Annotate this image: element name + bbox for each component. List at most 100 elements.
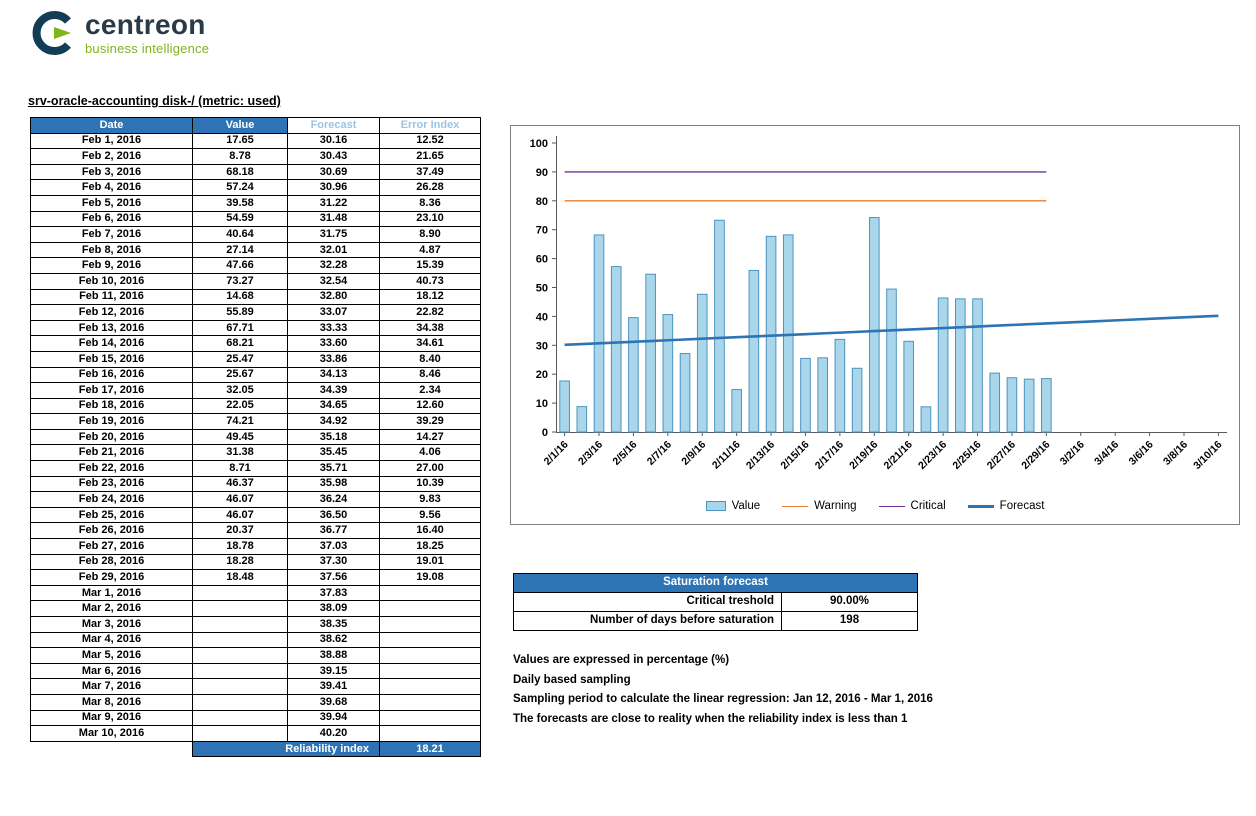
legend-label-warning: Warning [814, 500, 857, 512]
brand-name: centreon [85, 9, 206, 40]
value-cell: 46.07 [192, 506, 288, 524]
value-cell [192, 693, 288, 711]
forecast-cell: 32.01 [287, 241, 380, 259]
date-cell: Feb 17, 2016 [30, 382, 193, 399]
forecast-cell: 31.22 [287, 194, 380, 212]
value-cell: 40.64 [192, 226, 288, 243]
forecast-cell: 39.94 [287, 709, 380, 727]
svg-text:2/15/16: 2/15/16 [778, 439, 811, 472]
forecast-cell: 36.50 [287, 506, 380, 524]
error-index-cell [379, 647, 481, 664]
brand-tagline: business intelligence [85, 41, 210, 56]
date-cell: Mar 5, 2016 [30, 647, 193, 664]
error-index-cell: 4.06 [379, 444, 481, 462]
value-cell [192, 600, 288, 617]
error-index-cell: 23.10 [379, 210, 481, 228]
svg-text:3/4/16: 3/4/16 [1092, 439, 1121, 468]
value-cell: 47.66 [192, 257, 288, 274]
chart-canvas: 0 10 20 30 40 50 60 70 80 90 100 2/1/16 2/3/16 2/5/16… [530, 136, 1227, 472]
date-cell: Feb 29, 2016 [30, 569, 193, 586]
table-row: Feb 9, 2016 47.66 32.28 15.39 [30, 257, 481, 274]
note-line: Sampling period to calculate the linear … [513, 693, 933, 705]
legend-label-forecast: Forecast [999, 500, 1045, 512]
date-cell: Feb 18, 2016 [30, 397, 193, 415]
error-index-cell: 12.60 [379, 397, 481, 415]
date-cell: Mar 4, 2016 [30, 631, 193, 649]
forecast-cell: 34.13 [287, 366, 380, 384]
saturation-row-days-before: Number of days before saturation 198 [513, 611, 918, 631]
forecast-cell: 32.28 [287, 257, 380, 274]
date-cell: Feb 13, 2016 [30, 319, 193, 337]
forecast-cell: 36.77 [287, 522, 380, 540]
forecast-cell: 38.09 [287, 600, 380, 617]
value-cell: 73.27 [192, 272, 288, 290]
error-index-cell: 10.39 [379, 475, 481, 493]
date-cell: Feb 8, 2016 [30, 241, 193, 259]
value-cell: 18.28 [192, 553, 288, 571]
col-header-value: Value [192, 117, 288, 134]
error-index-cell: 16.40 [379, 522, 481, 540]
table-row: Feb 5, 2016 39.58 31.22 8.36 [30, 194, 481, 212]
value-cell: 39.58 [192, 194, 288, 212]
value-swatch [705, 501, 726, 511]
error-index-cell: 37.49 [379, 163, 481, 181]
legend-label-value: Value [731, 500, 761, 512]
value-cell [192, 678, 288, 695]
date-cell: Feb 15, 2016 [30, 350, 193, 368]
col-header-date: Date [30, 117, 193, 134]
table-row: Mar 8, 2016 39.68 [30, 693, 481, 711]
value-cell [192, 709, 288, 727]
value-cell: 25.47 [192, 350, 288, 368]
table-row: Mar 6, 2016 39.15 [30, 662, 481, 680]
error-index-cell [379, 693, 481, 711]
col-header-error-index: Error Index [379, 117, 481, 134]
error-index-cell [379, 662, 481, 680]
forecast-cell: 33.33 [287, 319, 380, 337]
forecast-cell: 33.60 [287, 335, 380, 352]
days-before-saturation-value: 198 [781, 611, 918, 631]
saturation-forecast-table: Saturation forecast Critical treshold 90… [513, 573, 918, 631]
svg-text:50: 50 [536, 283, 548, 295]
svg-text:2/1/16: 2/1/16 [542, 439, 571, 468]
date-cell: Feb 12, 2016 [30, 304, 193, 321]
table-row: Feb 4, 2016 57.24 30.96 26.28 [30, 179, 481, 196]
date-cell: Feb 11, 2016 [30, 288, 193, 306]
error-index-cell: 18.12 [379, 288, 481, 306]
table-row: Mar 4, 2016 38.62 [30, 631, 481, 649]
error-index-cell [379, 616, 481, 633]
forecast-cell: 31.48 [287, 210, 380, 228]
table-row: Feb 19, 2016 74.21 34.92 39.29 [30, 413, 481, 430]
forecast-cell: 31.75 [287, 226, 380, 243]
svg-text:100: 100 [530, 138, 548, 150]
date-cell: Mar 6, 2016 [30, 662, 193, 680]
error-index-cell [379, 709, 481, 727]
date-cell: Feb 14, 2016 [30, 335, 193, 352]
footer-spacer-cell [30, 741, 193, 757]
forecast-cell: 37.30 [287, 553, 380, 571]
error-index-cell: 27.00 [379, 460, 481, 477]
table-row: Feb 7, 2016 40.64 31.75 8.90 [30, 226, 481, 243]
error-index-cell: 39.29 [379, 413, 481, 430]
date-cell: Mar 10, 2016 [30, 725, 193, 742]
legend-item-warning: Warning [782, 500, 857, 512]
error-index-cell: 19.01 [379, 553, 481, 571]
table-row: Feb 11, 2016 14.68 32.80 18.12 [30, 288, 481, 306]
table-row: Mar 5, 2016 38.88 [30, 647, 481, 664]
date-cell: Mar 7, 2016 [30, 678, 193, 695]
table-row: Feb 15, 2016 25.47 33.86 8.40 [30, 350, 481, 368]
value-cell: 68.18 [192, 163, 288, 181]
legend-label-critical: Critical [910, 500, 946, 512]
error-index-cell: 34.38 [379, 319, 481, 337]
error-index-cell: 12.52 [379, 132, 481, 150]
date-cell: Feb 6, 2016 [30, 210, 193, 228]
table-row: Feb 26, 2016 20.37 36.77 16.40 [30, 522, 481, 540]
date-cell: Mar 1, 2016 [30, 584, 193, 602]
error-index-cell [379, 600, 481, 617]
table-row: Feb 8, 2016 27.14 32.01 4.87 [30, 241, 481, 259]
svg-text:2/5/16: 2/5/16 [610, 439, 639, 468]
forecast-cell: 39.15 [287, 662, 380, 680]
forecast-cell: 38.88 [287, 647, 380, 664]
svg-text:2/11/16: 2/11/16 [710, 439, 743, 472]
error-index-cell: 18.25 [379, 538, 481, 555]
svg-text:2/27/16: 2/27/16 [985, 439, 1018, 472]
